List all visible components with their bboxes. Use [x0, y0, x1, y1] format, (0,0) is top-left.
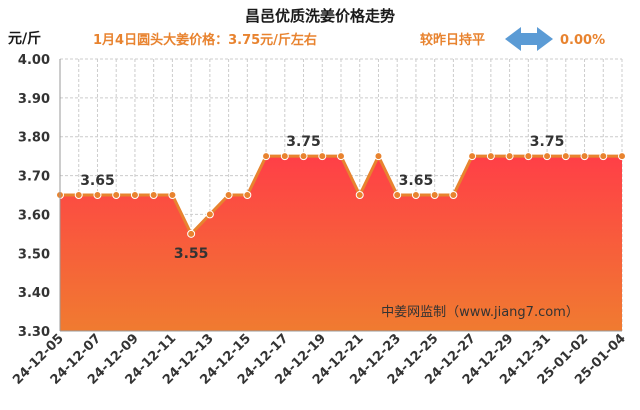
data-point [318, 152, 327, 161]
data-point [374, 152, 383, 161]
data-label: 3.65 [80, 173, 115, 189]
data-point [224, 191, 233, 199]
data-point [618, 152, 626, 161]
watermark: 中姜网监制（www.jiang7.com） [381, 305, 579, 320]
data-point [243, 191, 252, 199]
area-fill [60, 156, 622, 331]
data-point [411, 191, 420, 199]
y-tick-label: 3.90 [18, 92, 50, 107]
data-point [543, 152, 552, 161]
data-point [168, 191, 177, 199]
series-area [60, 156, 622, 331]
data-point [561, 152, 570, 161]
data-label: 3.75 [286, 134, 321, 150]
data-point [430, 191, 439, 199]
data-point [187, 229, 196, 238]
y-axis: 4.00 3.90 3.80 3.70 3.60 3.50 3.40 3.30 [18, 53, 61, 340]
data-labels: 3.65 3.55 3.75 3.65 3.75 [80, 134, 564, 262]
data-point [262, 152, 271, 161]
data-point [580, 152, 589, 161]
data-point [524, 152, 533, 161]
data-point [74, 191, 83, 199]
data-point [599, 152, 608, 161]
double-arrow-icon [505, 27, 553, 51]
chart-title: 昌邑优质洗姜价格走势 [245, 7, 395, 25]
y-axis-unit: 元/斤 [8, 30, 41, 47]
data-label: 3.65 [399, 173, 434, 189]
data-point [205, 210, 214, 219]
data-point [112, 191, 121, 199]
compare-label: 较昨日持平 [420, 32, 485, 48]
y-tick-label: 3.30 [18, 325, 50, 340]
data-label: 3.55 [174, 246, 209, 262]
chart-subtitle: 1月4日圆头大姜价格：3.75元/斤左右 [93, 32, 317, 48]
y-tick-label: 4.00 [18, 53, 50, 68]
y-tick-label: 3.40 [18, 286, 50, 301]
compare-value: 0.00% [560, 33, 605, 48]
data-point [130, 191, 139, 199]
data-point [468, 152, 477, 161]
data-point [93, 191, 102, 199]
x-axis: 24-12-0524-12-0724-12-0924-12-1124-12-13… [10, 330, 629, 388]
data-point [393, 191, 402, 199]
data-point [299, 152, 308, 161]
data-point [280, 152, 289, 161]
data-point [355, 191, 364, 199]
data-label: 3.75 [530, 134, 565, 150]
y-tick-label: 3.70 [18, 170, 50, 185]
data-point [449, 191, 458, 199]
data-point [505, 152, 514, 161]
data-point [149, 191, 158, 199]
data-point [337, 152, 345, 161]
y-tick-label: 3.50 [18, 247, 50, 262]
y-tick-label: 3.60 [18, 208, 50, 223]
y-tick-label: 3.80 [18, 131, 50, 146]
data-point [486, 152, 495, 161]
